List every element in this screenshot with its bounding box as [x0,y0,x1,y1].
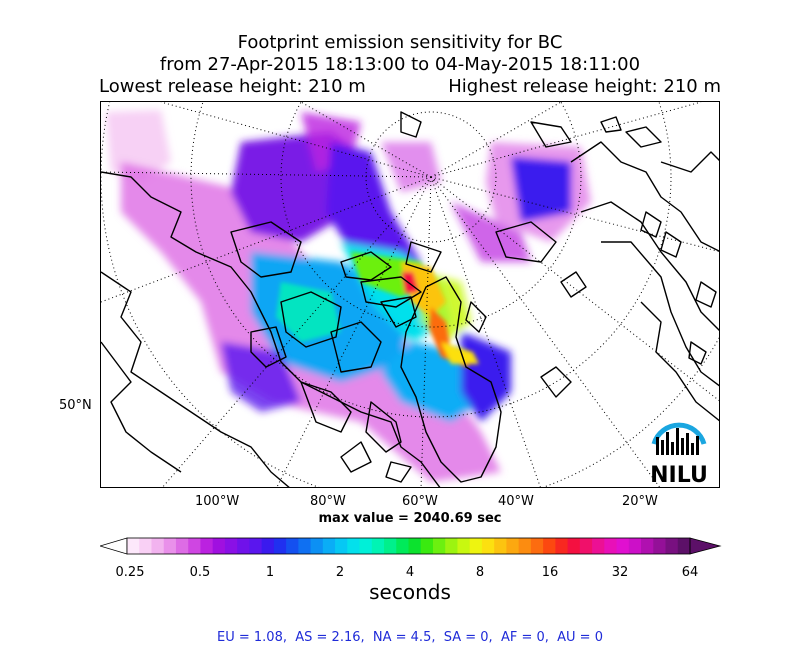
lon-label-100w: 100°W [195,494,240,509]
colorbar-swatch [432,538,446,554]
nilu-logo-text: NILU [650,463,708,488]
lon-label-20w: 20°W [622,494,658,509]
colorbar-swatch [127,538,140,554]
highest-release-height: Highest release height: 210 m [448,76,721,97]
coastlines [101,111,719,487]
colorbar-swatch [616,538,630,554]
colorbar-swatch [592,538,605,554]
lon-label-80w: 80°W [310,494,346,509]
colorbar-swatch [579,538,593,554]
lon-label-60w: 60°W [402,494,438,509]
lowest-release-height: Lowest release height: 210 m [99,76,366,97]
colorbar-swatch [457,538,471,554]
colorbar-tick-label: 2 [335,565,345,580]
colorbar-swatch [224,538,238,554]
colorbar-swatch [665,538,679,554]
colorbar-swatch [249,538,263,554]
colorbar-swatch [200,538,214,554]
colorbar-min-extension [100,537,128,555]
colorbar-swatch [310,538,324,554]
colorbar-swatch [371,538,385,554]
colorbar-swatch [420,538,434,554]
title-line-2: from 27-Apr-2015 18:13:00 to 04-May-2015… [159,54,641,75]
colorbar-swatch [359,538,373,554]
lon-label-40w: 40°W [498,494,534,509]
map-canvas: NILU [101,102,719,488]
colorbar-swatch [384,538,397,554]
colorbar-swatch [298,538,312,554]
colorbar-swatch [237,538,250,554]
colorbar-swatch [653,538,667,554]
colorbar-swatch [188,538,202,554]
colorbar-swatch [163,538,177,554]
colorbar-swatch [175,538,189,554]
colorbar-swatch [408,538,422,554]
colorbar-swatch [677,538,691,554]
colorbar-tick-label: 0.5 [189,565,211,580]
lat-label-50n: 50°N [59,398,92,413]
graticule [101,102,719,487]
colorbar-tick-label: 4 [405,565,415,580]
nilu-logo: NILU [650,422,708,488]
colorbar-swatch [641,538,654,554]
colorbar [100,537,722,555]
colorbar-swatch [494,538,508,554]
colorbar-tick-label: 16 [541,565,559,580]
colorbar-swatch [469,538,483,554]
colorbar-swatch [567,538,581,554]
colorbar-swatch [543,538,556,554]
colorbar-tick-label: 1 [265,565,275,580]
colorbar-swatch [151,538,165,554]
colorbar-tick-label: 32 [611,565,629,580]
colorbar-swatch [628,538,642,554]
colorbar-swatch [335,538,348,554]
colorbar-swatch [347,538,361,554]
colorbar-swatch [506,538,520,554]
colorbar-unit-label: seconds [369,580,451,604]
colorbar-swatch [212,538,226,554]
colorbar-swatch [445,538,459,554]
sensitivity-field [106,110,591,482]
colorbar-swatch [261,538,275,554]
colorbar-swatch [518,538,532,554]
colorbar-swatch [286,538,299,554]
title-line-1: Footprint emission sensitivity for BC [237,32,563,53]
max-value-label: max value = 2040.69 sec [318,511,502,526]
colorbar-swatch [530,538,544,554]
colorbar-tick-label: 8 [475,565,485,580]
colorbar-tick-label: 0.25 [115,565,145,580]
colorbar-swatch [396,538,410,554]
colorbar-swatch [481,538,495,554]
colorbar-tick-label: 64 [681,565,699,580]
colorbar-swatch [555,538,569,554]
colorbar-swatch [604,538,618,554]
region-summary: EU = 1.08, AS = 2.16, NA = 4.5, SA = 0, … [217,630,603,645]
footprint-map: NILU [100,101,720,488]
colorbar-swatch [322,538,336,554]
colorbar-swatch [273,538,287,554]
colorbar-swatch [139,538,153,554]
colorbar-max-extension [689,537,722,555]
